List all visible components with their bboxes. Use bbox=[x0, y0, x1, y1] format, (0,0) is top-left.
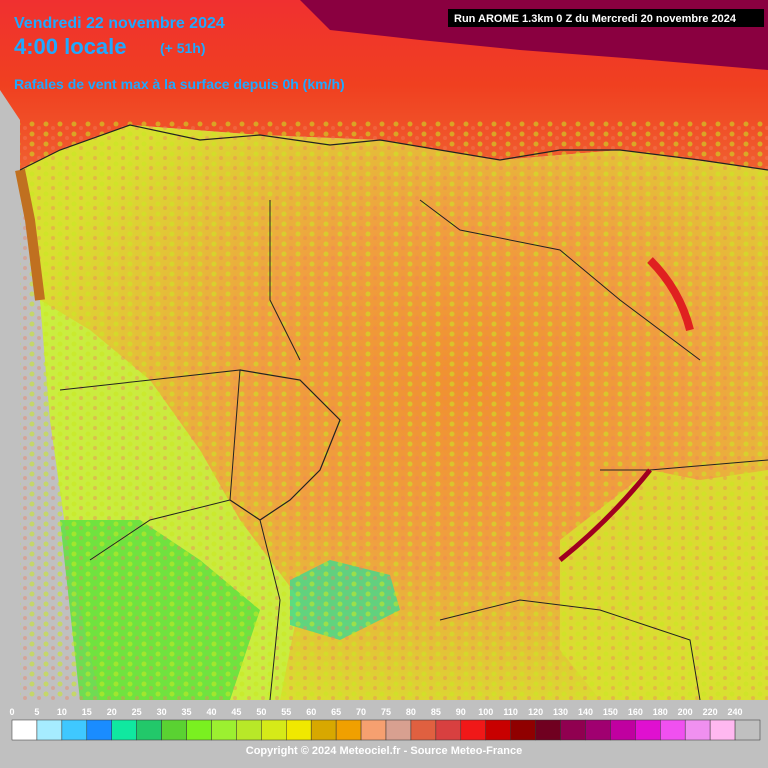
legend-label: 15 bbox=[82, 707, 92, 717]
legend-swatch bbox=[136, 719, 162, 741]
legend-swatch bbox=[610, 719, 636, 741]
legend-label: 85 bbox=[431, 707, 441, 717]
texture bbox=[20, 120, 768, 700]
legend-label: 160 bbox=[628, 707, 643, 717]
legend-swatch bbox=[709, 719, 736, 741]
legend-swatch bbox=[734, 719, 761, 741]
legend-label: 60 bbox=[306, 707, 316, 717]
legend-label: 100 bbox=[478, 707, 493, 717]
legend-label: 180 bbox=[653, 707, 668, 717]
legend-label: 55 bbox=[281, 707, 291, 717]
legend-swatch bbox=[186, 719, 212, 741]
legend-swatch bbox=[111, 719, 137, 741]
legend-swatch bbox=[535, 719, 561, 741]
ridge bbox=[647, 257, 694, 331]
copyright: Copyright © 2024 Meteociel.fr - Source M… bbox=[246, 745, 522, 757]
run-box bbox=[448, 9, 764, 27]
legend-label: 90 bbox=[456, 707, 466, 717]
coastline bbox=[19, 124, 768, 171]
legend-swatch bbox=[261, 719, 287, 741]
legend-label: 50 bbox=[256, 707, 266, 717]
legend-swatch bbox=[360, 719, 387, 741]
legend-swatch bbox=[410, 719, 437, 741]
subtitle: Rafales de vent max à la surface depuis … bbox=[14, 76, 345, 92]
legend-swatch bbox=[510, 719, 536, 741]
legend-swatch bbox=[61, 719, 88, 741]
border bbox=[439, 599, 701, 701]
legend-swatch bbox=[286, 719, 312, 741]
legend-label: 220 bbox=[703, 707, 718, 717]
legend-label: 130 bbox=[553, 707, 568, 717]
legend-label: 65 bbox=[331, 707, 341, 717]
legend-swatch bbox=[161, 719, 187, 741]
legend-label: 25 bbox=[132, 707, 142, 717]
legend-label: 45 bbox=[231, 707, 241, 717]
legend-swatch bbox=[11, 719, 38, 741]
legend-swatch bbox=[385, 719, 412, 741]
legend-swatch bbox=[660, 719, 686, 741]
border bbox=[59, 369, 241, 561]
legend-swatch bbox=[684, 719, 711, 741]
legend-swatch bbox=[435, 719, 462, 741]
legend-label: 110 bbox=[503, 707, 518, 717]
legend: 0 5 10 15 20 25 30 35 40 45 50 55 60 65 70 75 80 85 90 100 1… bbox=[9, 707, 761, 741]
date: Vendredi 22 novembre 2024 bbox=[14, 15, 225, 32]
legend-label: 10 bbox=[57, 707, 67, 717]
legend-swatch bbox=[585, 719, 611, 741]
ridge bbox=[558, 468, 652, 562]
legend-label: 40 bbox=[206, 707, 216, 717]
legend-label: 80 bbox=[406, 707, 416, 717]
legend-swatch bbox=[236, 719, 262, 741]
border bbox=[259, 519, 281, 701]
legend-label: 120 bbox=[528, 707, 543, 717]
legend-swatch bbox=[86, 719, 112, 741]
legend-label: 200 bbox=[678, 707, 693, 717]
time: 4:00 locale bbox=[14, 34, 127, 59]
legend-label: 35 bbox=[182, 707, 192, 717]
coast-band bbox=[15, 169, 45, 301]
offset: (+ 51h) bbox=[160, 40, 206, 56]
legend-swatch bbox=[485, 719, 511, 741]
legend-label: 75 bbox=[381, 707, 391, 717]
legend-label: 150 bbox=[603, 707, 618, 717]
legend-swatch bbox=[335, 719, 362, 741]
legend-swatch bbox=[211, 719, 237, 741]
legend-swatch bbox=[36, 719, 63, 741]
legend-label: 5 bbox=[34, 707, 39, 717]
legend-label: 240 bbox=[728, 707, 743, 717]
legend-label: 70 bbox=[356, 707, 366, 717]
legend-swatch bbox=[560, 719, 586, 741]
legend-label: 140 bbox=[578, 707, 593, 717]
legend-swatch bbox=[460, 719, 486, 741]
legend-swatch bbox=[310, 719, 337, 741]
run-info: Run AROME 1.3km 0 Z du Mercredi 20 novem… bbox=[454, 13, 737, 25]
legend-label: 20 bbox=[107, 707, 117, 717]
legend-label: 30 bbox=[157, 707, 167, 717]
legend-swatch bbox=[635, 719, 661, 741]
legend-label: 0 bbox=[9, 707, 14, 717]
